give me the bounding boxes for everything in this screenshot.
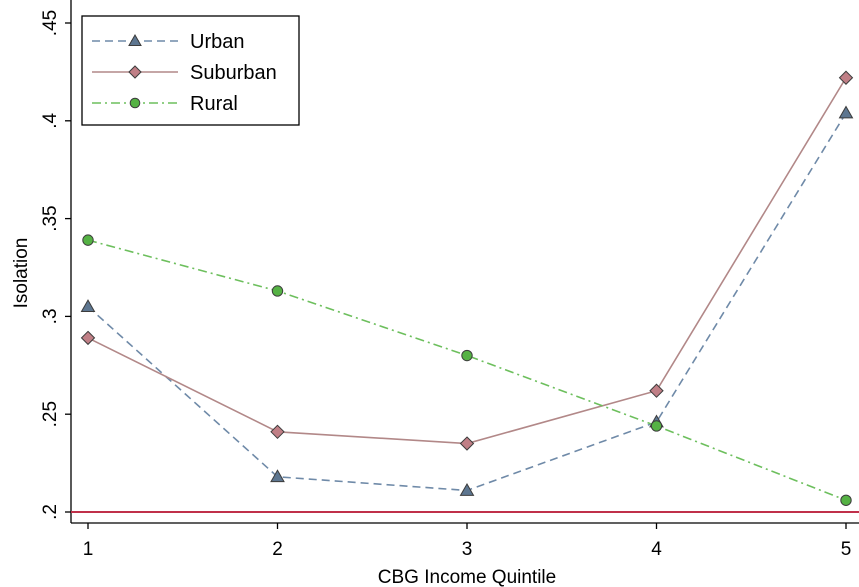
marker-circle <box>82 234 94 246</box>
x-tick-label: 5 <box>841 539 852 560</box>
series-rural <box>82 234 852 506</box>
marker-circle <box>271 285 284 297</box>
legend-box <box>81 15 300 126</box>
marker-diamond <box>270 424 285 440</box>
marker-diamond <box>128 65 142 79</box>
y-tick-label: .45 <box>40 10 61 36</box>
legend-entry-suburban: Suburban <box>92 62 277 84</box>
legend-label: Rural <box>190 93 238 115</box>
marker-triangle <box>128 33 142 46</box>
marker-diamond <box>459 436 475 451</box>
x-tick-label: 3 <box>462 539 473 560</box>
y-axis-label: Isolation <box>11 238 32 309</box>
marker-circle <box>129 97 141 109</box>
marker-triangle <box>459 482 475 496</box>
marker-diamond <box>838 70 854 85</box>
y-tick-label: .3 <box>40 308 61 324</box>
series-line <box>87 77 847 445</box>
axes: .2 .25 .3 .35 .4 .45 1 2 3 4 5 <box>40 0 859 560</box>
x-tick-label: 2 <box>272 539 283 560</box>
series-line <box>87 112 847 492</box>
series-line <box>87 239 847 502</box>
legend-label: Suburban <box>190 62 277 84</box>
x-tick-label: 1 <box>83 539 94 560</box>
legend-label: Urban <box>190 31 244 53</box>
marker-triangle <box>270 469 285 483</box>
y-tick-label: .25 <box>40 401 61 427</box>
marker-circle <box>840 494 852 506</box>
marker-circle <box>461 349 473 362</box>
marker-diamond <box>80 330 96 346</box>
x-tick-label: 4 <box>651 539 662 560</box>
legend: Urban Suburban Rural <box>81 15 300 126</box>
marker-diamond <box>649 383 664 398</box>
marker-triangle <box>838 105 854 119</box>
series-group <box>80 70 854 506</box>
marker-circle <box>650 420 663 432</box>
y-tick-label: .4 <box>40 112 61 128</box>
series-suburban <box>80 70 854 451</box>
legend-entry-urban: Urban <box>92 31 244 53</box>
y-tick-label: .2 <box>40 504 61 520</box>
x-axis-label: CBG Income Quintile <box>378 567 556 587</box>
y-tick-label: .35 <box>40 205 61 231</box>
legend-entry-rural: Rural <box>92 93 238 115</box>
marker-triangle <box>80 299 96 312</box>
